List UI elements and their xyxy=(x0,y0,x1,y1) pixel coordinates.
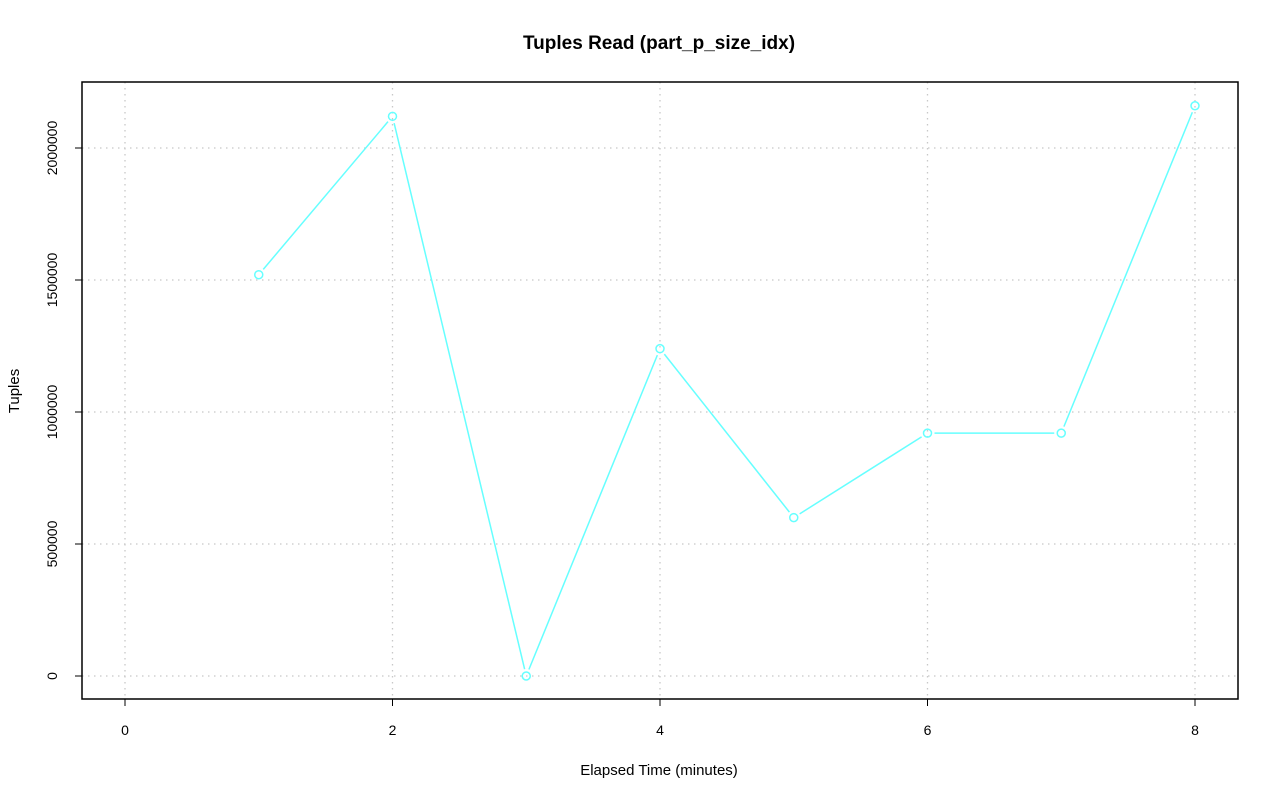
data-point xyxy=(1190,101,1200,111)
y-tick-label: 2000000 xyxy=(44,121,60,176)
plot-frame xyxy=(81,81,1239,700)
series-segment xyxy=(663,353,790,513)
data-point xyxy=(387,111,398,122)
data-point xyxy=(655,343,665,354)
x-tick-label: 0 xyxy=(121,722,129,738)
data-point xyxy=(1056,428,1066,438)
series-segment xyxy=(262,121,389,270)
series-segment xyxy=(393,122,526,670)
y-tick-label: 1500000 xyxy=(44,253,60,308)
data-point xyxy=(789,512,799,523)
series-group xyxy=(254,101,1200,681)
data-point xyxy=(521,671,531,681)
x-tick-label: 6 xyxy=(924,722,932,738)
data-point xyxy=(254,269,264,280)
chart-title: Tuples Read (part_p_size_idx) xyxy=(523,33,795,54)
series-segment xyxy=(1063,111,1194,427)
x-axis: 0 2 4 6 8 xyxy=(121,699,1199,738)
series-segment xyxy=(799,436,922,515)
series-line-0 xyxy=(254,101,1200,681)
y-axis: 0 500000 1000000 1500000 2000000 xyxy=(44,121,82,680)
grid-lines xyxy=(82,82,1238,699)
y-tick-label: 1000000 xyxy=(44,385,60,440)
x-axis-title: Elapsed Time (minutes) xyxy=(580,762,738,779)
x-tick-label: 2 xyxy=(389,722,397,738)
y-tick-label: 0 xyxy=(44,672,60,680)
x-tick-label: 4 xyxy=(656,722,664,738)
y-tick-label: 500000 xyxy=(44,520,60,567)
x-tick-label: 8 xyxy=(1191,722,1199,738)
data-point xyxy=(922,428,933,438)
y-axis-title: Tuples xyxy=(6,369,23,413)
series-segment xyxy=(528,354,659,670)
